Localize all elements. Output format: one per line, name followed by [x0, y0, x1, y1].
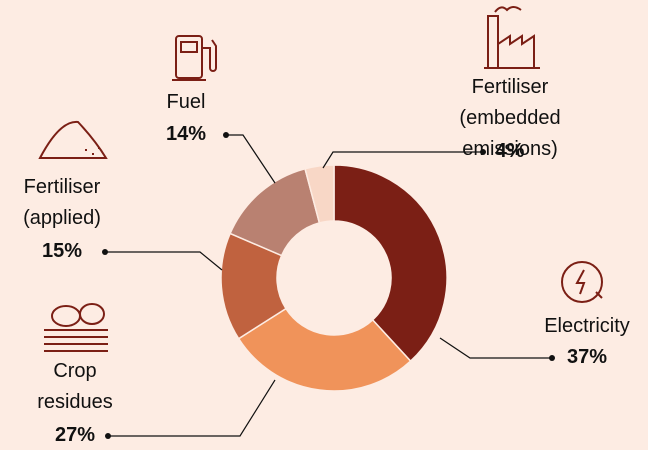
leader-dot	[480, 149, 486, 155]
leader-line	[226, 134, 276, 184]
value-label: 37%	[566, 346, 608, 368]
electricity-icon	[561, 261, 603, 303]
leader-line	[439, 337, 552, 359]
slice-label: Fuel	[166, 91, 206, 113]
leader-line	[108, 379, 276, 437]
value-label: 4%	[495, 140, 525, 162]
pile-icon	[38, 120, 108, 159]
leader-line	[105, 251, 223, 271]
leader-dot	[102, 249, 108, 255]
fuel-icon	[172, 35, 217, 81]
value-label: 15%	[41, 240, 83, 262]
donut-slice	[304, 164, 335, 224]
donut-slice	[333, 164, 448, 363]
leader-dot	[105, 433, 111, 439]
leader-line	[322, 151, 483, 169]
slice-label: Crop residues	[37, 360, 113, 413]
value-label: 27%	[54, 424, 96, 446]
leader-dot	[549, 355, 555, 361]
factory-icon	[484, 6, 540, 69]
leader-dot	[223, 132, 229, 138]
slice-label: Electricity	[544, 315, 630, 337]
slice-label: Fertiliser (applied)	[23, 176, 101, 229]
value-label: 14%	[165, 123, 207, 145]
crop-icon	[44, 303, 108, 352]
slice-label: Fertiliser (embedded emissions)	[459, 76, 561, 160]
donut-slice	[237, 307, 412, 392]
